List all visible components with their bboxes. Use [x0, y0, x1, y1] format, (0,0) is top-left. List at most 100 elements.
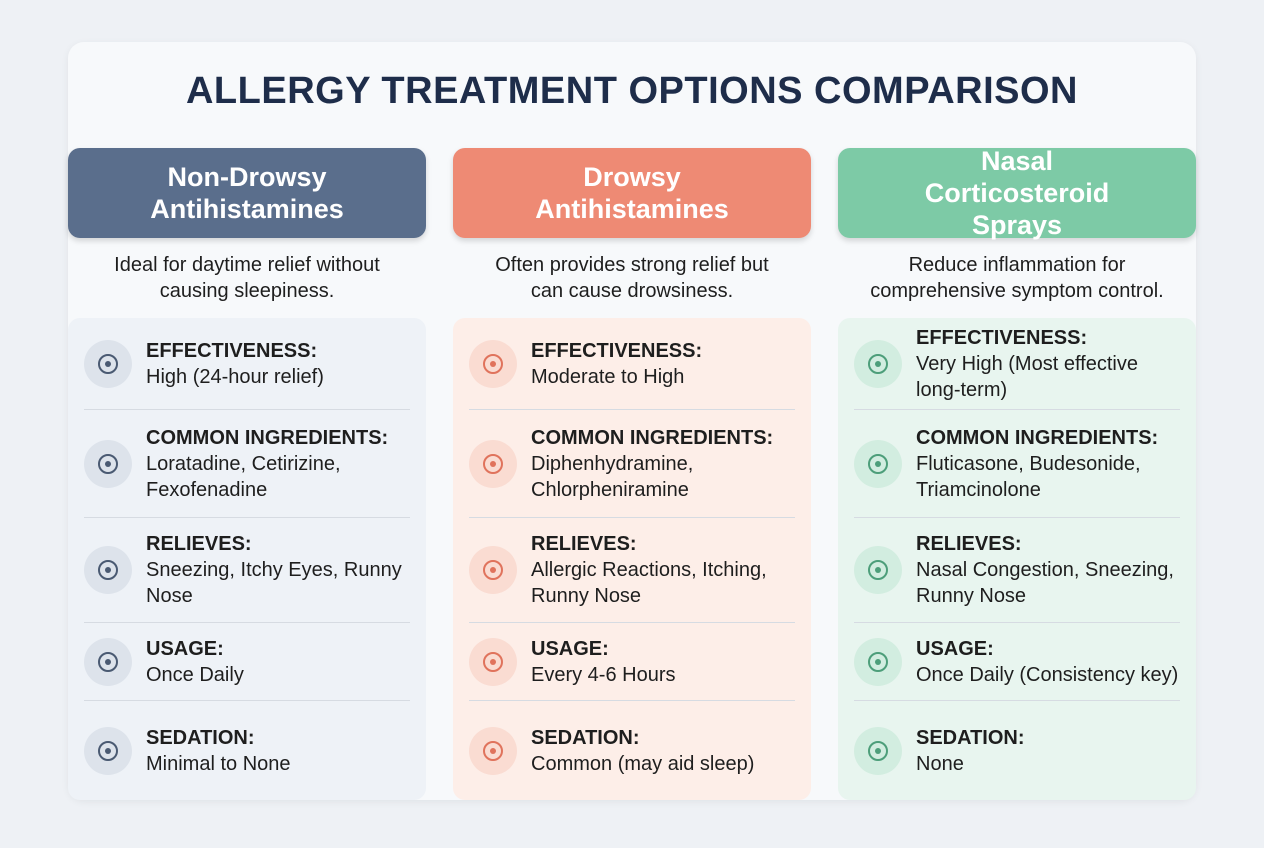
column-header: Nasal Corticosteroid Sprays — [838, 146, 1196, 240]
row-text: USAGE: Every 4-6 Hours — [531, 636, 676, 688]
row-icon — [469, 637, 517, 686]
row-label: EFFECTIVENESS: — [146, 339, 318, 362]
row-text: EFFECTIVENESS: High (24-hour relief) — [146, 338, 324, 390]
attribute-row: SEDATION: Minimal to None — [84, 701, 410, 800]
icon-glyph — [483, 651, 503, 672]
icon-glyph — [483, 453, 503, 474]
row-text: USAGE: Once Daily — [146, 636, 244, 688]
row-text: RELIEVES: Nasal Congestion, Sneezing, Run… — [916, 531, 1180, 609]
column: Drowsy Antihistamines Often provides stro… — [453, 148, 811, 800]
row-value: Sneezing, Itchy Eyes, Runny Nose — [146, 559, 402, 607]
row-label: USAGE: — [531, 637, 609, 660]
row-value: Fluticasone, Budesonide, Triamcinolone — [916, 452, 1141, 501]
attribute-row: EFFECTIVENESS: Very High (Most effective … — [854, 318, 1180, 410]
row-icon — [84, 726, 132, 775]
icon-glyph — [98, 651, 118, 672]
icon-glyph — [98, 740, 118, 761]
row-text: RELIEVES: Allergic Reactions, Itching, Ru… — [531, 531, 795, 609]
attribute-row: USAGE: Once Daily — [84, 623, 410, 701]
row-value: Allergic Reactions, Itching, Runny Nose — [531, 559, 767, 607]
attribute-row: COMMON INGREDIENTS: Loratadine, Cetirizin… — [84, 410, 410, 518]
attribute-row: RELIEVES: Sneezing, Itchy Eyes, Runny Nos… — [84, 518, 410, 623]
attribute-row: SEDATION: Common (may aid sleep) — [469, 701, 795, 800]
row-text: EFFECTIVENESS: Very High (Most effective … — [916, 325, 1180, 403]
icon-glyph — [868, 353, 888, 374]
icon-glyph — [483, 740, 503, 761]
row-label: RELIEVES: — [916, 533, 1022, 555]
row-label: COMMON INGREDIENTS: — [146, 426, 389, 449]
row-icon — [469, 339, 517, 388]
attribute-row: EFFECTIVENESS: Moderate to High — [469, 318, 795, 410]
icon-glyph — [868, 453, 888, 474]
row-text: USAGE: Once Daily (Consistency key) — [916, 636, 1178, 688]
row-value: Minimal to None — [146, 752, 291, 775]
row-label: USAGE: — [146, 637, 224, 660]
icon-glyph — [483, 560, 503, 580]
row-text: EFFECTIVENESS: Moderate to High — [531, 338, 702, 390]
attribute-row: RELIEVES: Allergic Reactions, Itching, Ru… — [469, 518, 795, 623]
row-value: Diphenhydramine, Chlorpheniramine — [531, 452, 694, 501]
row-label: EFFECTIVENESS: — [916, 326, 1088, 349]
icon-glyph — [483, 353, 503, 374]
row-value: Nasal Congestion, Sneezing, Runny Nose — [916, 559, 1174, 607]
attribute-row: COMMON INGREDIENTS: Diphenhydramine, Chlo… — [469, 410, 795, 518]
row-value: None — [916, 752, 964, 775]
row-icon — [469, 546, 517, 594]
column-body: EFFECTIVENESS: High (24-hour relief) COMMO… — [68, 318, 426, 800]
row-icon — [84, 339, 132, 388]
row-label: RELIEVES: — [531, 533, 637, 555]
row-label: COMMON INGREDIENTS: — [916, 426, 1159, 449]
attribute-row: USAGE: Once Daily (Consistency key) — [854, 623, 1180, 701]
row-icon — [469, 439, 517, 488]
row-label: SEDATION: — [531, 726, 640, 749]
column-description: Ideal for daytime relief without causing… — [114, 254, 380, 302]
row-value: Every 4-6 Hours — [531, 663, 676, 686]
row-icon — [469, 726, 517, 775]
row-text: SEDATION: None — [916, 725, 1025, 777]
icon-glyph — [98, 560, 118, 580]
attribute-row: EFFECTIVENESS: High (24-hour relief) — [84, 318, 410, 410]
icon-glyph — [98, 353, 118, 374]
row-label: USAGE: — [916, 637, 994, 660]
row-icon — [84, 546, 132, 594]
row-icon — [84, 439, 132, 488]
row-icon — [854, 546, 902, 594]
icon-glyph — [868, 651, 888, 672]
row-value: Very High (Most effective long-term) — [916, 352, 1138, 401]
page-title: ALLERGY TREATMENT OPTIONS COMPARISON — [185, 70, 1079, 112]
row-icon — [854, 339, 902, 388]
row-label: SEDATION: — [146, 726, 255, 749]
row-text: SEDATION: Common (may aid sleep) — [531, 725, 754, 777]
row-icon — [84, 637, 132, 686]
attribute-row: COMMON INGREDIENTS: Fluticasone, Budesoni… — [854, 410, 1180, 518]
column-body: EFFECTIVENESS: Moderate to High COMMON ING… — [453, 318, 811, 800]
column-header: Drowsy Antihistamines — [453, 148, 811, 238]
row-label: RELIEVES: — [146, 533, 252, 555]
column: Nasal Corticosteroid Sprays Reduce inflam… — [838, 146, 1196, 800]
column-body: EFFECTIVENESS: Very High (Most effective … — [838, 318, 1196, 800]
row-label: EFFECTIVENESS: — [531, 339, 703, 362]
row-icon — [854, 726, 902, 775]
row-icon — [854, 439, 902, 488]
row-text: COMMON INGREDIENTS: Fluticasone, Budesoni… — [916, 425, 1180, 503]
row-icon — [854, 637, 902, 686]
row-label: COMMON INGREDIENTS: — [531, 426, 774, 449]
attribute-row: SEDATION: None — [854, 701, 1180, 800]
row-value: Once Daily — [146, 663, 244, 686]
attribute-row: USAGE: Every 4-6 Hours — [469, 623, 795, 701]
row-value: Moderate to High — [531, 365, 685, 388]
row-value: High (24-hour relief) — [146, 365, 324, 388]
icon-glyph — [868, 560, 888, 580]
row-text: RELIEVES: Sneezing, Itchy Eyes, Runny Nos… — [146, 531, 410, 609]
column: Non-Drowsy Antihistamines Ideal for dayti… — [68, 148, 426, 800]
row-text: COMMON INGREDIENTS: Diphenhydramine, Chlo… — [531, 425, 795, 503]
column-description: Often provides strong relief but can cau… — [495, 254, 769, 302]
row-value: Common (may aid sleep) — [531, 752, 755, 775]
row-text: COMMON INGREDIENTS: Loratadine, Cetirizin… — [146, 425, 410, 503]
column-header: Non-Drowsy Antihistamines — [68, 148, 426, 238]
icon-glyph — [98, 453, 118, 474]
row-value: Once Daily (Consistency key) — [916, 663, 1179, 686]
attribute-row: RELIEVES: Nasal Congestion, Sneezing, Run… — [854, 518, 1180, 623]
row-text: SEDATION: Minimal to None — [146, 725, 291, 777]
